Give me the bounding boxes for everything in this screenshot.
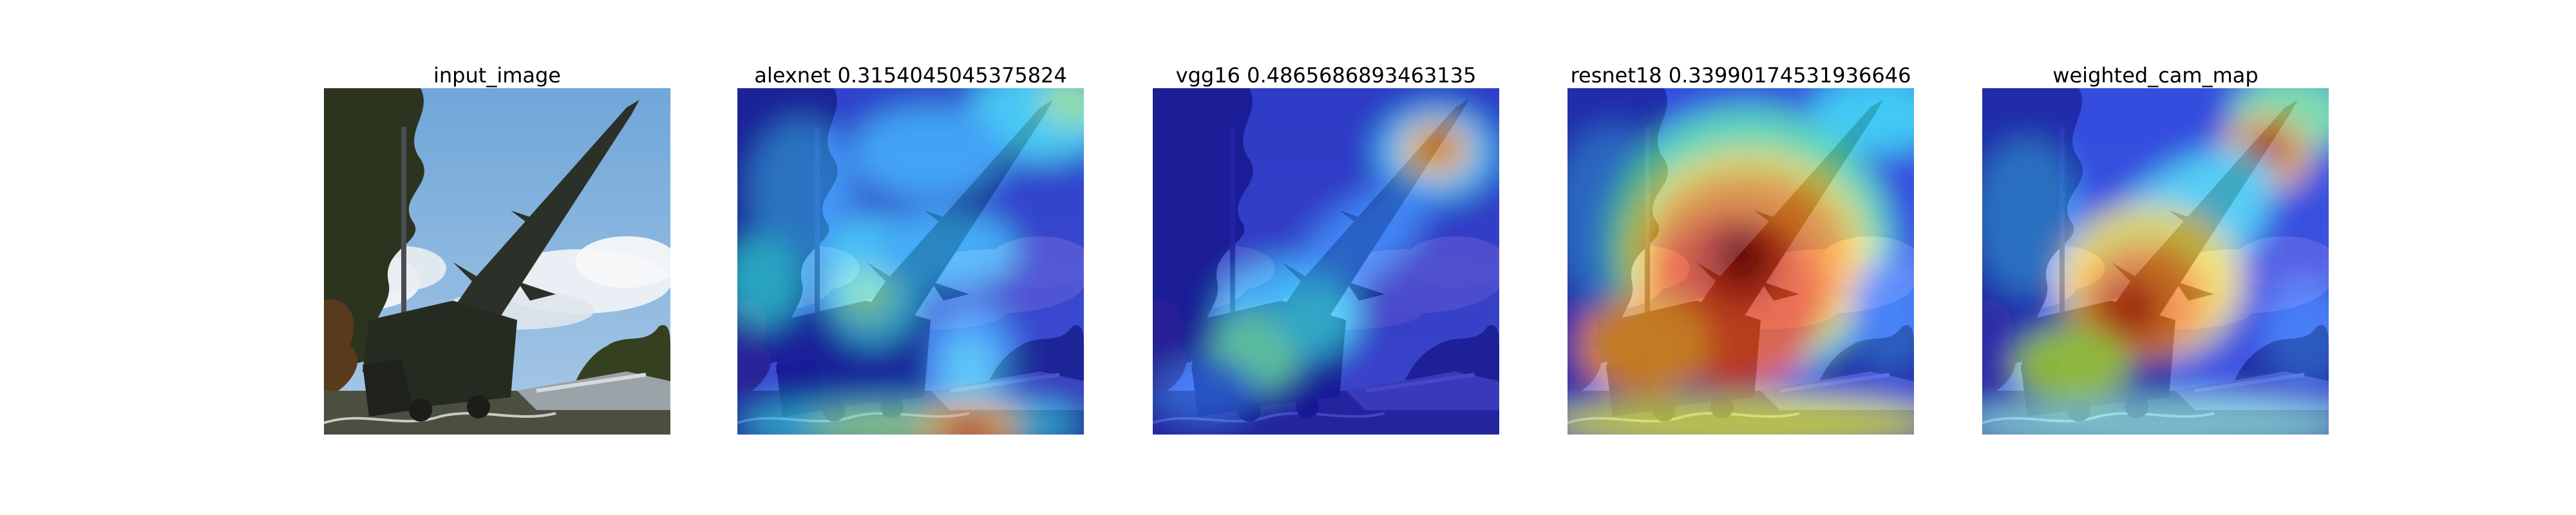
panel-title: vgg16 0.4865686893463135: [1175, 63, 1477, 88]
panel-title: weighted_cam_map: [2052, 63, 2259, 88]
panel-title: resnet18 0.33990174531936646: [1570, 63, 1911, 88]
alexnet-cam-overlay: [737, 88, 1084, 435]
input-image: [324, 88, 670, 435]
weighted-cam-overlay: [1982, 88, 2329, 435]
panel-title: input_image: [433, 63, 561, 88]
panel-title: alexnet 0.3154045045375824: [754, 63, 1067, 88]
resnet18-cam-overlay: [1567, 88, 1914, 435]
vgg16-cam-overlay: [1153, 88, 1499, 435]
